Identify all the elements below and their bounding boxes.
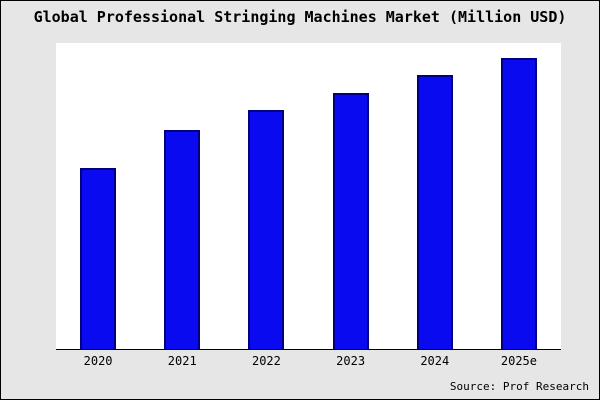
- chart-title: Global Professional Stringing Machines M…: [33, 8, 567, 26]
- chart-bar: [332, 92, 369, 349]
- x-tick-label: 2023: [336, 354, 366, 368]
- bar-column: [140, 43, 224, 349]
- chart-bar: [500, 57, 537, 349]
- x-tick-label: 2021: [167, 354, 197, 368]
- x-tick-label: 2022: [251, 354, 281, 368]
- bar-column: [309, 43, 393, 349]
- chart-bar: [248, 110, 285, 349]
- source-note: Source: Prof Research: [449, 380, 589, 393]
- x-axis-labels: 2020 2021 2022 2023 2024 2025e: [56, 354, 561, 368]
- chart-bar: [80, 168, 117, 349]
- plot-area: [56, 43, 561, 350]
- chart-bar: [416, 75, 453, 349]
- x-tick-label: 2020: [83, 354, 113, 368]
- bar-column: [56, 43, 140, 349]
- chart-bar: [164, 130, 201, 349]
- bar-column: [224, 43, 308, 349]
- bar-column: [393, 43, 477, 349]
- x-tick-label: 2024: [420, 354, 450, 368]
- x-tick-label: 2025e: [500, 354, 537, 368]
- bar-column: [477, 43, 561, 349]
